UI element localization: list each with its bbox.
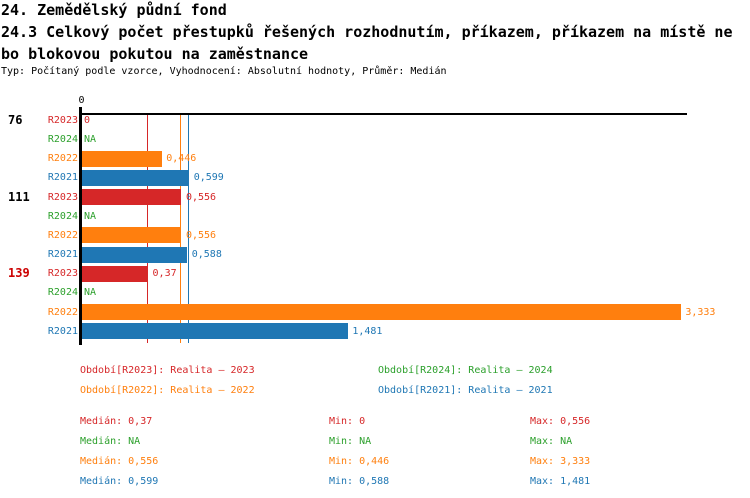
series-label-R2021: R2021 [47, 325, 78, 337]
stat-max-R2024: Max: NA [530, 436, 573, 447]
bar-R2021 [81, 170, 190, 187]
chart-row-76-R2022: R2022 0,446 [0, 149, 750, 168]
stat-min-R2023: Min: 0 [329, 416, 366, 427]
chart-row-111-R2024: R2024 NA [0, 207, 750, 226]
bar-value-label: 1,481 [352, 325, 383, 337]
median-line-R2021 [187, 115, 190, 343]
bar-R2022 [81, 304, 681, 321]
group-label-76: 76 [8, 113, 23, 127]
group-label-139: 139 [8, 266, 30, 281]
bar-value-label: 0,588 [191, 249, 222, 261]
legend-item-R2023: Období[R2023]: Realita – 2023 [80, 365, 255, 376]
axis-zero-tick: 0 [78, 95, 85, 106]
chart-row-111-R2023: 111 R2023 0,556 [0, 188, 750, 207]
bar-R2023 [81, 265, 149, 282]
bar-value-label: 0,37 [152, 268, 177, 280]
series-label-R2024: R2024 [47, 210, 78, 222]
stat-median-R2024: Medián: NA [80, 436, 141, 447]
bar-R2023 [81, 189, 182, 206]
chart-row-111-R2021: R2021 0,588 [0, 245, 750, 264]
bar-value-label: NA [84, 287, 97, 299]
stat-median-R2022: Medián: 0,556 [80, 456, 159, 467]
stat-min-R2021: Min: 0,588 [329, 476, 390, 487]
chart-rows: 76 R2023 0 R2024 NA R2022 0,446 R2021 0,599 111 R2… [0, 111, 750, 341]
legend-item-R2024: Období[R2024]: Realita – 2024 [378, 365, 553, 376]
chart-title-line-2: bo blokovou pokutou na zaměstnance [1, 45, 309, 63]
bar-value-label: 3,333 [685, 306, 716, 318]
stat-max-R2022: Max: 3,333 [530, 456, 591, 467]
y-axis-line [78, 107, 82, 345]
chart-meta-info: Typ: Počítaný podle vzorce, Vyhodnocení:… [1, 66, 447, 77]
series-label-R2022: R2022 [47, 306, 78, 318]
chart-row-111-R2022: R2022 0,556 [0, 226, 750, 245]
bar-R2021 [81, 323, 348, 340]
series-label-R2023: R2023 [47, 191, 78, 203]
chart-row-139-R2023: 139 R2023 0,37 [0, 264, 750, 283]
report-section-title: 24. Zemědělský půdní fond [1, 1, 227, 19]
chart-row-139-R2021: R2021 1,481 [0, 322, 750, 341]
chart-row-139-R2024: R2024 NA [0, 283, 750, 302]
series-label-R2022: R2022 [47, 229, 78, 241]
bar-R2022 [81, 227, 182, 244]
horizontal-bar-chart: 0 76 R2023 0 R2024 NA R2022 0,446 R2021 0,599 111… [0, 95, 750, 345]
series-label-R2021: R2021 [47, 249, 78, 261]
bar-value-label: NA [84, 134, 97, 146]
series-label-R2023: R2023 [47, 268, 78, 280]
series-label-R2021: R2021 [47, 172, 78, 184]
stat-max-R2023: Max: 0,556 [530, 416, 591, 427]
series-label-R2024: R2024 [47, 134, 78, 146]
bar-value-label: 0,556 [185, 191, 217, 203]
chart-row-139-R2022: R2022 3,333 [0, 303, 750, 322]
bar-value-label: 0,446 [166, 153, 197, 165]
chart-row-76-R2024: R2024 NA [0, 130, 750, 149]
series-label-R2023: R2023 [47, 115, 78, 126]
legend-item-R2022: Období[R2022]: Realita – 2022 [80, 385, 255, 396]
bar-value-label: 0,556 [185, 229, 217, 241]
bar-value-label: 0,599 [193, 172, 224, 184]
chart-row-76-R2021: R2021 0,599 [0, 168, 750, 187]
chart-row-76-R2023: 76 R2023 0 [0, 111, 750, 130]
stat-median-R2021: Medián: 0,599 [80, 476, 159, 487]
group-label-111: 111 [8, 189, 30, 204]
x-axis-line [80, 113, 687, 115]
stat-min-R2022: Min: 0,446 [329, 456, 390, 467]
bar-R2022 [81, 150, 162, 167]
series-label-R2022: R2022 [47, 153, 78, 165]
series-label-R2024: R2024 [47, 287, 78, 299]
stat-median-R2023: Medián: 0,37 [80, 416, 153, 427]
chart-title-line-1: 24.3 Celkový počet přestupků řešených ro… [1, 23, 733, 41]
stat-max-R2021: Max: 1,481 [530, 476, 591, 487]
legend-item-R2021: Období[R2021]: Realita – 2021 [378, 385, 553, 396]
bar-R2021 [81, 246, 188, 263]
bar-value-label: 0 [84, 115, 91, 126]
bar-value-label: NA [84, 210, 97, 222]
stat-min-R2024: Min: NA [329, 436, 372, 447]
